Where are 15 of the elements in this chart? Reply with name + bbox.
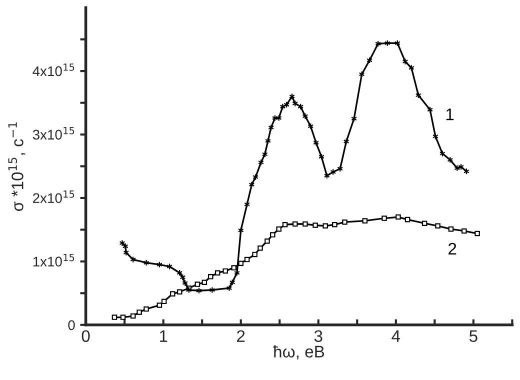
y-tick-label: 2x10$^{15}$ — [33, 190, 74, 204]
x-tick-label: 5 — [469, 330, 478, 342]
y-axis-title: σ *10$^{15}$, c$^{−1}$ — [8, 122, 26, 211]
series-label: 1 — [446, 108, 454, 120]
x-tick-label: 1 — [160, 330, 168, 342]
x-tick-label: 4 — [392, 330, 400, 342]
series-label: 2 — [448, 242, 456, 254]
y-tick-label: 3x10$^{15}$ — [32, 127, 74, 140]
y-tick-label: 0 — [68, 320, 75, 330]
y-tick-label: 4x10$^{15}$ — [32, 64, 74, 76]
x-tick-label: 0 — [82, 330, 90, 342]
x-tick-label: 3 — [314, 330, 322, 342]
y-tick-label: 1x10$^{15}$ — [33, 254, 74, 267]
x-tick-label: 2 — [237, 330, 245, 342]
x-axis-title: ħω, eB — [273, 345, 324, 360]
